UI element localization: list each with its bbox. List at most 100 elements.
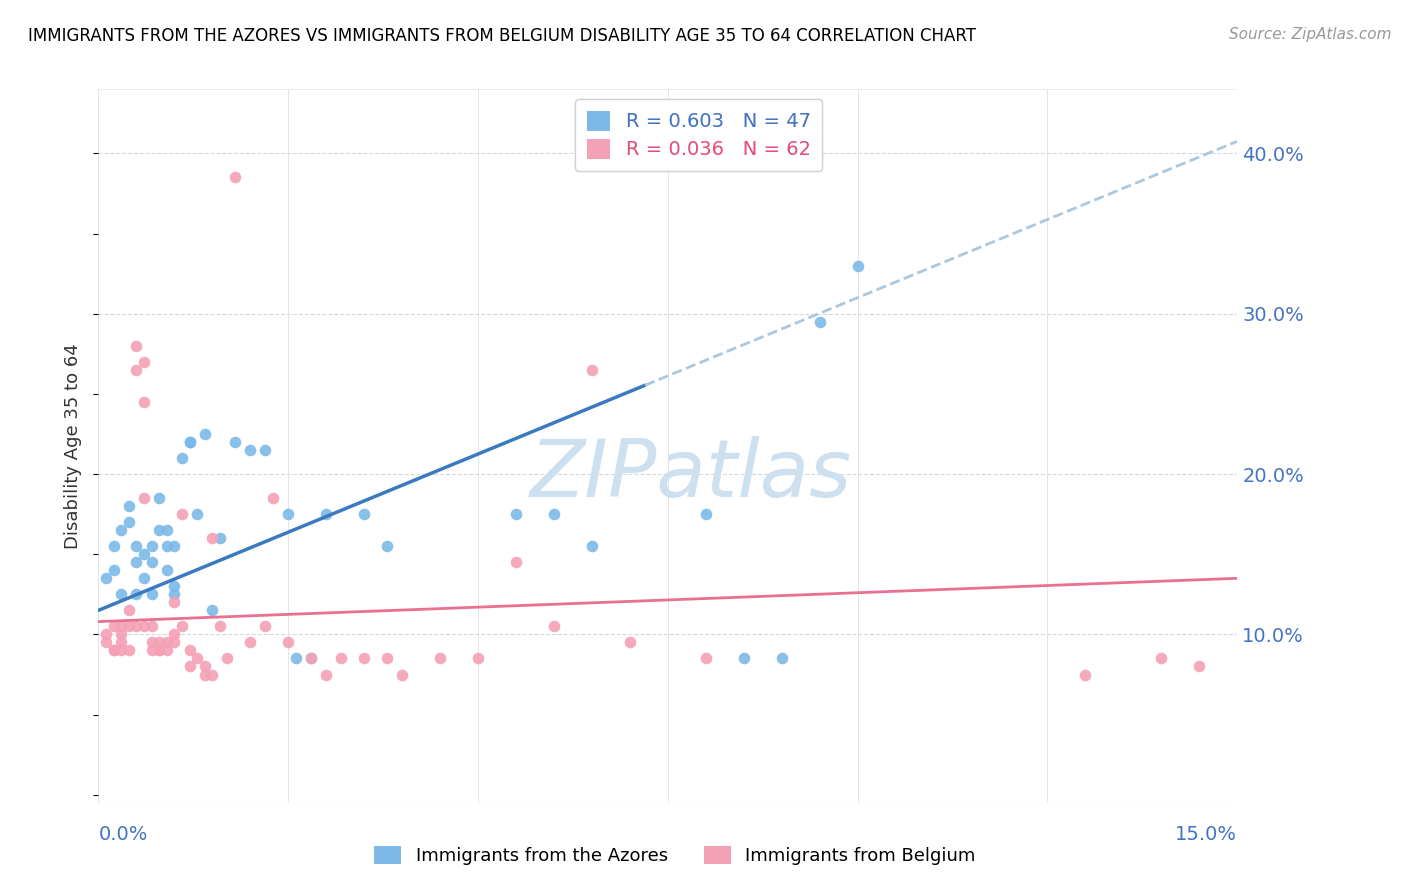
Point xyxy=(194,667,217,681)
Point xyxy=(110,627,132,641)
Point xyxy=(132,619,155,633)
Point xyxy=(141,539,163,553)
Point xyxy=(429,651,451,665)
Point xyxy=(315,507,337,521)
Point xyxy=(1188,659,1211,673)
Point xyxy=(118,515,141,529)
Point xyxy=(103,563,125,577)
Point xyxy=(118,499,141,513)
Point xyxy=(808,315,831,329)
Point xyxy=(467,651,489,665)
Point xyxy=(163,539,186,553)
Point xyxy=(170,507,193,521)
Point xyxy=(254,442,277,457)
Point xyxy=(505,507,527,521)
Point xyxy=(148,491,170,505)
Point xyxy=(94,627,117,641)
Point xyxy=(277,635,299,649)
Point xyxy=(254,619,277,633)
Point xyxy=(353,651,375,665)
Point xyxy=(125,555,148,569)
Point xyxy=(543,507,565,521)
Point xyxy=(170,450,193,465)
Point xyxy=(148,523,170,537)
Point xyxy=(125,587,148,601)
Point xyxy=(103,619,125,633)
Point xyxy=(156,539,179,553)
Point xyxy=(846,259,869,273)
Point xyxy=(148,643,170,657)
Point xyxy=(156,643,179,657)
Text: 15.0%: 15.0% xyxy=(1175,825,1237,844)
Point xyxy=(201,603,224,617)
Point xyxy=(581,539,603,553)
Point xyxy=(103,643,125,657)
Point xyxy=(284,651,307,665)
Point xyxy=(110,587,132,601)
Point xyxy=(141,619,163,633)
Y-axis label: Disability Age 35 to 64: Disability Age 35 to 64 xyxy=(65,343,83,549)
Text: 0.0%: 0.0% xyxy=(98,825,148,844)
Point xyxy=(224,435,246,450)
Point xyxy=(1074,667,1097,681)
Point xyxy=(201,667,224,681)
Point xyxy=(179,435,201,450)
Point xyxy=(125,363,148,377)
Point xyxy=(118,619,141,633)
Point xyxy=(186,507,208,521)
Point xyxy=(132,355,155,369)
Point xyxy=(208,619,231,633)
Point xyxy=(262,491,284,505)
Point xyxy=(110,643,132,657)
Point xyxy=(330,651,353,665)
Point xyxy=(125,539,148,553)
Point xyxy=(194,659,217,673)
Point xyxy=(770,651,793,665)
Point xyxy=(125,339,148,353)
Point xyxy=(132,547,155,561)
Point xyxy=(375,651,398,665)
Point xyxy=(695,507,717,521)
Point xyxy=(94,635,117,649)
Point xyxy=(186,651,208,665)
Point xyxy=(141,643,163,657)
Point xyxy=(239,442,262,457)
Point xyxy=(118,603,141,617)
Point xyxy=(163,595,186,609)
Point xyxy=(179,643,201,657)
Point xyxy=(733,651,755,665)
Point xyxy=(353,507,375,521)
Point xyxy=(94,571,117,585)
Point xyxy=(1150,651,1173,665)
Point xyxy=(543,619,565,633)
Legend: R = 0.603   N = 47, R = 0.036   N = 62: R = 0.603 N = 47, R = 0.036 N = 62 xyxy=(575,99,823,171)
Point xyxy=(110,619,132,633)
Legend: Immigrants from the Azores, Immigrants from Belgium: Immigrants from the Azores, Immigrants f… xyxy=(374,846,976,865)
Text: IMMIGRANTS FROM THE AZORES VS IMMIGRANTS FROM BELGIUM DISABILITY AGE 35 TO 64 CO: IMMIGRANTS FROM THE AZORES VS IMMIGRANTS… xyxy=(28,27,976,45)
Point xyxy=(110,635,132,649)
Point xyxy=(110,523,132,537)
Point xyxy=(156,563,179,577)
Point xyxy=(156,635,179,649)
Point xyxy=(125,619,148,633)
Point xyxy=(163,587,186,601)
Point xyxy=(163,635,186,649)
Point xyxy=(194,427,217,442)
Point xyxy=(391,667,413,681)
Point xyxy=(217,651,239,665)
Point xyxy=(179,435,201,450)
Text: Source: ZipAtlas.com: Source: ZipAtlas.com xyxy=(1229,27,1392,42)
Point xyxy=(148,635,170,649)
Point xyxy=(208,531,231,545)
Point xyxy=(170,619,193,633)
Point xyxy=(315,667,337,681)
Point xyxy=(141,587,163,601)
Point xyxy=(239,635,262,649)
Point xyxy=(132,491,155,505)
Point xyxy=(224,170,246,185)
Point xyxy=(148,643,170,657)
Point xyxy=(277,507,299,521)
Point xyxy=(163,579,186,593)
Point xyxy=(581,363,603,377)
Point xyxy=(141,635,163,649)
